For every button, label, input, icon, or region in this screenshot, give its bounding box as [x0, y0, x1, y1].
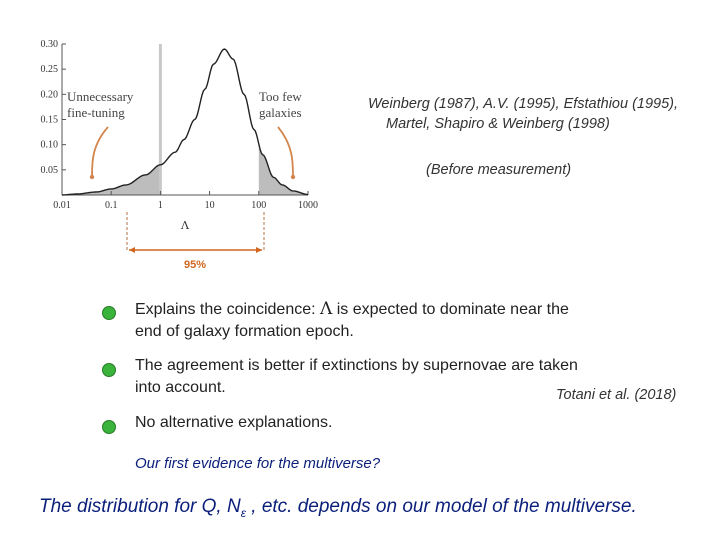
x-tick-label-0: 0.01 — [53, 200, 71, 211]
x-tick-label-4: 100 — [251, 200, 266, 211]
arrow-left-head — [89, 174, 95, 180]
x-tick-label-2: 1 — [158, 200, 163, 211]
annotation-left-line1: Unnecessary — [67, 89, 134, 104]
bullet-2-line2: into account. — [135, 379, 226, 396]
citation-line1: Weinberg (1987), A.V. (1995), Efstathiou… — [368, 96, 679, 112]
citation-line2: Martel, Shapiro & Weinberg (1998) — [386, 116, 610, 132]
annotation-right-line1: Too few — [259, 89, 302, 104]
bottom-post: , etc. depends on our model of the multi… — [245, 496, 637, 517]
shaded-tail-1 — [62, 164, 161, 195]
totani-citation: Totani et al. (2018) — [556, 387, 677, 403]
arrow-right-head — [290, 174, 296, 180]
arrow-left — [91, 126, 109, 177]
bullet-1-post: is expected to dominate near the — [332, 301, 569, 318]
y-tick-label-5: 0.30 — [41, 39, 59, 50]
bullet-dot-1 — [102, 306, 116, 320]
bullet-dot-3 — [102, 420, 116, 434]
bullet-1-line2: end of galaxy formation epoch. — [135, 323, 354, 340]
x-tick-label-1: 0.1 — [105, 200, 118, 211]
y-tick-label-0: 0.05 — [41, 165, 59, 176]
annotation-right-line2: galaxies — [259, 105, 302, 120]
bullet-2-line1: The agreement is better if extinctions b… — [135, 357, 578, 374]
interval-arrow-right — [256, 247, 262, 253]
y-tick-label-4: 0.25 — [41, 64, 59, 75]
y-tick-label-2: 0.15 — [41, 115, 59, 126]
shaded-tail-2 — [258, 144, 308, 195]
x-axis-label: Λ — [180, 219, 190, 232]
bullet-text-1: Explains the coincidence: Λ is expected … — [135, 298, 715, 343]
before-measurement: (Before measurement) — [426, 162, 572, 178]
x-tick-label-3: 10 — [205, 200, 215, 211]
bullet-1-line1: Explains the coincidence: Λ is expected … — [135, 298, 715, 321]
distribution-chart: 0.05 0.10 0.15 0.20 0.25 0.30 0.01 0.1 1 10 100 100… — [41, 39, 319, 271]
bottom-sub: ε — [240, 505, 246, 520]
bottom-pre: The distribution for Q, N — [39, 496, 241, 517]
bullet-1-pre: Explains the coincidence: — [135, 301, 320, 318]
bullet-text-3: No alternative explanations. — [135, 414, 333, 431]
annotation-left: Unnecessary fine-tuning — [67, 89, 133, 121]
y-tick-label-1: 0.10 — [41, 140, 59, 151]
bottom-statement: The distribution for Q, Nε , etc. depend… — [39, 496, 637, 520]
annotation-right: Too few galaxies — [259, 89, 302, 121]
evidence-question: Our first evidence for the multiverse? — [135, 455, 381, 472]
annotation-left-line2: fine-tuning — [67, 105, 125, 120]
interval-label: 95% — [184, 259, 206, 271]
interval-arrow-left — [129, 247, 135, 253]
distribution-curve — [61, 48, 309, 196]
chart-plot-area: 0.05 0.10 0.15 0.20 0.25 0.30 0.01 0.1 1 10 100 100… — [41, 39, 319, 271]
y-tick-label-3: 0.20 — [41, 89, 59, 100]
x-tick-label-5: 1000 — [298, 200, 318, 211]
bullet-text-2: The agreement is better if extinctions b… — [135, 355, 715, 399]
bullet-dot-2 — [102, 363, 116, 377]
lambda-symbol: Λ — [320, 299, 333, 319]
arrow-right — [277, 126, 294, 177]
